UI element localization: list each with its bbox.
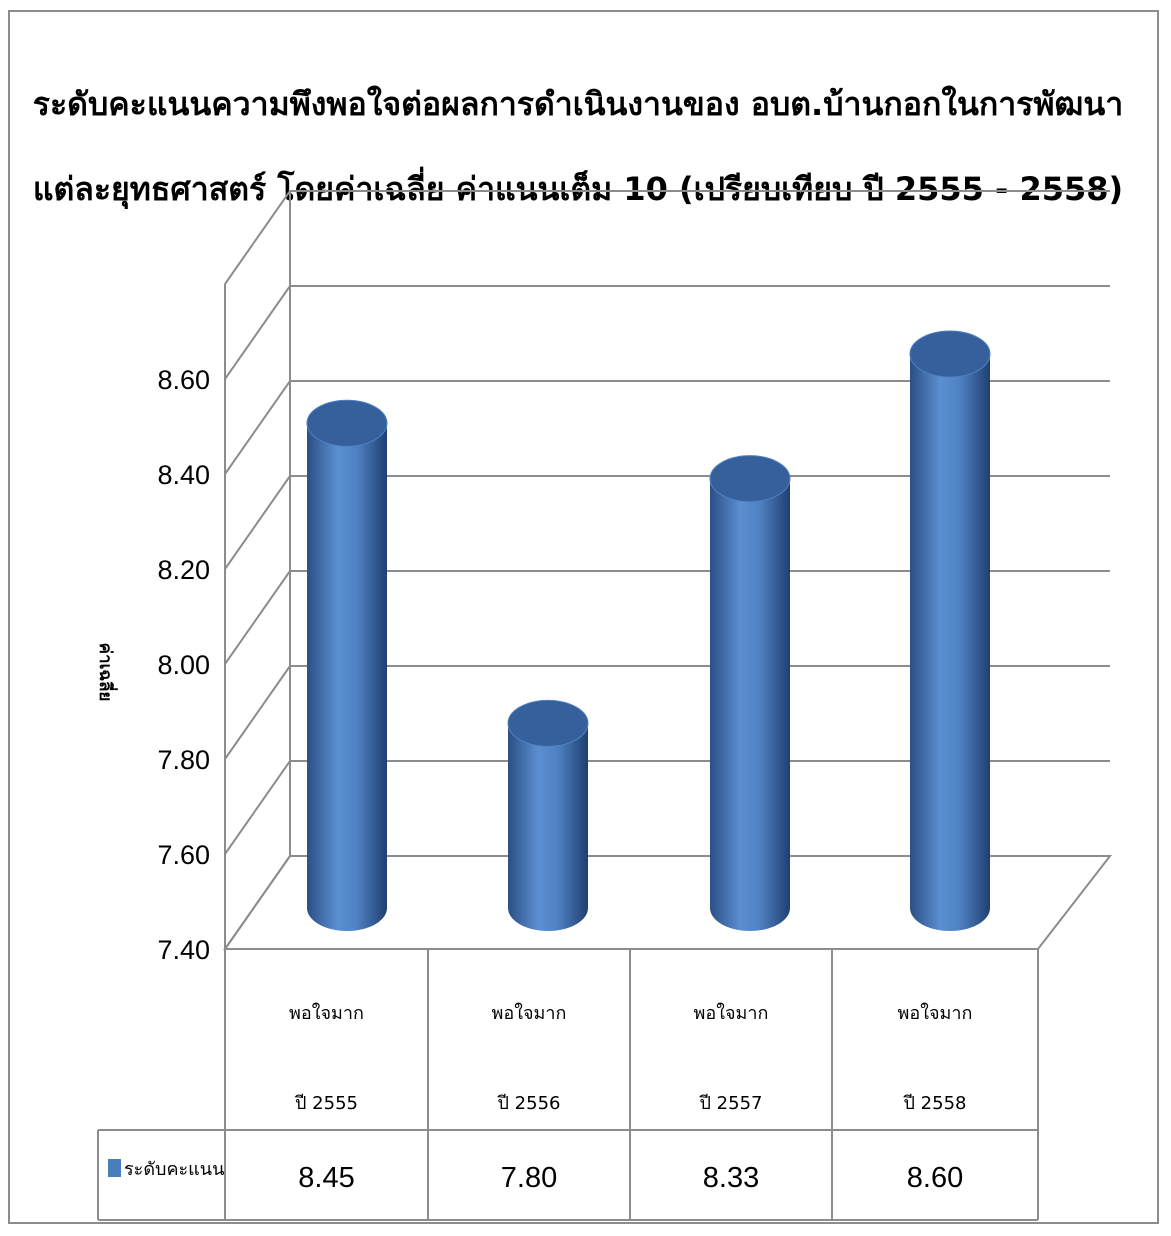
bar-body [307,423,387,931]
category-label-line-2: ปี 2556 [497,1093,560,1114]
category-label-line-1: พอใจมาก [694,1002,769,1024]
chart-floor [223,855,1113,950]
legend-swatch [108,1159,121,1177]
data-value-label: 8.60 [907,1162,963,1194]
gridline-diagonal [224,665,291,760]
category-label-line-2: ปี 2557 [699,1093,762,1114]
category-label-line-1: พอใจมาก [898,1002,973,1024]
bar-cylinder-4 [909,330,991,931]
y-tick-label: 8.00 [157,650,210,680]
y-tick-label: 8.20 [157,555,210,585]
y-tick-label: 8.60 [157,365,210,395]
category-label-line-1: พอใจมาก [492,1002,567,1024]
bar-top-cap [507,699,589,747]
y-tick-label: 7.60 [157,840,210,870]
data-value-label: 7.80 [501,1162,557,1194]
y-axis-label: ค่าเฉลี่ย [95,643,118,702]
bar-body [910,354,990,931]
gridline-diagonal [224,475,291,570]
chart-title-line-1: ระดับคะแนนความพึงพอใจต่อผลการดำเนินงานขอ… [33,85,1123,123]
category-label-line-2: ปี 2555 [295,1093,358,1114]
chart-frame: ระดับคะแนนความพึงพอใจต่อผลการดำเนินงานขอ… [8,10,1159,1224]
bar-top-cap [909,330,991,378]
y-axis-ticks: 7.40 7.60 7.80 8.00 8.20 8.40 8.60 [157,365,210,965]
category-label-line-2: ปี 2558 [903,1093,966,1114]
bar-body [508,723,588,931]
bar-cylinder-1 [306,399,388,931]
gridline-diagonal [224,570,291,665]
data-value-label: 8.33 [703,1162,759,1194]
data-value-label: 8.45 [298,1162,354,1194]
side-wall-top-edge [224,190,291,285]
chart-grid [223,190,1113,950]
bar-body [710,478,790,931]
category-label-line-1: พอใจมาก [289,1002,364,1024]
chart-title-line-2: แต่ละยุทธศาสตร์ โดยค่าเฉลี่ย ค่าแนนเต็ม … [33,166,1123,210]
legend-series-name: ระดับคะแนน [124,1159,224,1180]
bar-cylinder-2 [507,699,589,931]
chart-svg: ระดับคะแนนความพึงพอใจต่อผลการดำเนินงานขอ… [33,85,1123,1221]
gridline-diagonal [224,380,291,475]
bar-top-cap [306,399,388,447]
gridline-diagonal [224,285,291,380]
bar-cylinder-3 [709,455,791,931]
y-tick-label: 7.40 [157,935,210,965]
y-tick-label: 8.40 [157,460,210,490]
y-tick-label: 7.80 [157,745,210,775]
bar-top-cap [709,455,791,503]
chart-bars [306,330,991,931]
gridline-diagonal [224,760,291,855]
